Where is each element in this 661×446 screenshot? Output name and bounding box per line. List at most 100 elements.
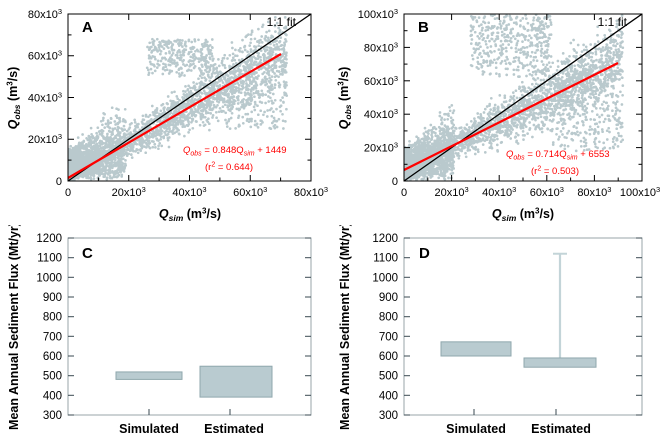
- xtick-b-5: 100x10: [620, 187, 656, 199]
- svg-text:80x103: 80x103: [294, 185, 328, 199]
- ytick-d-7: 1000: [372, 272, 398, 284]
- ytick-d-0: 300: [379, 410, 398, 422]
- panel-d: D 300 400 500 600 700 800 900 1000 1100 …: [331, 225, 661, 446]
- scatter-points-a: [68, 16, 289, 181]
- svg-text:60x103: 60x103: [28, 49, 62, 63]
- svg-text:0: 0: [392, 176, 398, 188]
- eq-a-mid: = 0.848Q: [202, 145, 244, 156]
- xtick-b-1: 20x10: [435, 187, 465, 199]
- svg-text:Qobs = 0.714Qsim + 6553: Qobs = 0.714Qsim + 6553: [506, 149, 610, 162]
- ytick-b-1: 20x10: [364, 143, 394, 155]
- ytick-b-3: 60x10: [364, 76, 394, 88]
- ytick-b-4: 80x10: [364, 42, 394, 54]
- svg-text:100x103: 100x103: [620, 185, 660, 199]
- plot-frame-d: [403, 237, 643, 416]
- panel-a: A 1:1 fit Qobs = 0.848Qsim + 1449 (r2 = …: [0, 0, 330, 225]
- ytick-labels-c: 300 400 500 600 700 800 900 1000 1100 12…: [36, 233, 62, 422]
- xtick-a-4-sup: 3: [324, 185, 328, 194]
- ytick-labels-a: 0 20x103 40x103 60x103 80x103: [28, 7, 62, 188]
- svg-text:0: 0: [401, 187, 407, 199]
- ytick-c-6: 900: [43, 292, 62, 304]
- xtick-b-4-sup: 3: [607, 185, 611, 194]
- one-to-one-line-b: [403, 13, 643, 182]
- ytick-d-5: 800: [379, 312, 398, 324]
- svg-text:40x103: 40x103: [482, 185, 516, 199]
- ticks-a: [67, 13, 312, 182]
- xtick-labels-b: 0 20x103 40x103 60x103 80x103 100x103: [401, 185, 660, 199]
- eq-b-r2-sup: 2: [537, 166, 541, 173]
- fit-label-a: 1:1 fit: [267, 15, 297, 29]
- cat-label-d-simulated: Simulated: [446, 422, 506, 436]
- panel-c: C 300 400 500 600 700 800 900 1000 1100 …: [0, 225, 330, 446]
- xtick-a-1-sup: 3: [142, 185, 146, 194]
- panel-c-chart: C 300 400 500 600 700 800 900 1000 1100 …: [7, 225, 312, 436]
- ytick-b-4-sup: 3: [394, 40, 398, 49]
- range-bar-estimated-d: [523, 357, 597, 368]
- svg-text:0: 0: [65, 187, 71, 199]
- ytick-d-6: 900: [379, 292, 398, 304]
- xtick-b-4: 80x10: [577, 187, 607, 199]
- yaxis-title-a: Qobs (m3/s): [6, 67, 23, 130]
- eq-a-r2-open: (r: [205, 162, 211, 173]
- ytick-d-9: 1200: [372, 233, 398, 245]
- yaxis-title-d: Mean Annual Sediment Flux (Mt/yr): [338, 225, 352, 430]
- ytick-a-3: 60x10: [28, 51, 58, 63]
- panel-d-chart: D 300 400 500 600 700 800 900 1000 1100 …: [338, 225, 643, 436]
- panel-b-chart: B 1:1 fit Qobs = 0.714Qsim + 6553 (r2 = …: [337, 7, 661, 223]
- ytick-c-5: 800: [43, 312, 62, 324]
- category-labels-c: Simulated Estimated: [119, 422, 264, 436]
- ytick-d-3: 600: [379, 351, 398, 363]
- range-bar-simulated-d: [440, 341, 512, 357]
- ytick-d-4: 700: [379, 331, 398, 343]
- plot-frame-c: [67, 237, 312, 416]
- panel-letter-b: B: [418, 19, 429, 36]
- scatter-points-b: [404, 14, 625, 181]
- eq-b-tail: + 6553: [578, 149, 610, 160]
- panel-letter-d: D: [419, 245, 430, 262]
- ytick-a-3-sup: 3: [58, 49, 62, 58]
- ytick-a-4: 80x10: [28, 9, 58, 21]
- xtick-a-1: 20x10: [112, 187, 142, 199]
- xtick-b-2-sup: 3: [512, 185, 516, 194]
- ytick-labels-d: 300 400 500 600 700 800 900 1000 1100 12…: [372, 233, 398, 422]
- xtick-b-3-sup: 3: [560, 185, 564, 194]
- ytick-a-1: 20x10: [28, 134, 58, 146]
- ytick-a-2-sup: 3: [58, 90, 62, 99]
- eq-a-r2-val: = 0.644): [215, 162, 253, 173]
- eq-b-lhs-sub: obs: [513, 155, 525, 162]
- yaxis-title-c: Mean Annual Sediment Flux (Mt/yr): [7, 225, 21, 430]
- svg-text:20x103: 20x103: [112, 185, 146, 199]
- range-bars-c: [115, 365, 273, 398]
- xtick-b-2: 40x10: [482, 187, 512, 199]
- regression-line-b: [403, 62, 619, 171]
- eq-a-mid-sub: sim: [244, 151, 255, 158]
- eq-a-r2-sup: 2: [211, 162, 215, 169]
- equation-a: Qobs = 0.848Qsim + 1449 (r2 = 0.644): [183, 145, 287, 173]
- svg-text:40x103: 40x103: [28, 90, 62, 104]
- svg-text:60x103: 60x103: [364, 74, 398, 88]
- yaxis-title-b: Qobs (m3/s): [337, 67, 354, 130]
- cat-label-d-estimated: Estimated: [531, 422, 591, 436]
- ytick-d-1: 400: [379, 390, 398, 402]
- ytick-a-4-sup: 3: [58, 7, 62, 16]
- svg-text:20x103: 20x103: [364, 141, 398, 155]
- ytick-a-2: 40x10: [28, 92, 58, 104]
- ticks-d: [404, 237, 642, 416]
- xtick-a-2-sup: 3: [202, 185, 206, 194]
- eq-b-r2-open: (r: [531, 166, 537, 177]
- svg-text:(r2 = 0.503): (r2 = 0.503): [531, 166, 579, 178]
- cat-label-c-simulated: Simulated: [119, 422, 179, 436]
- svg-text:20x103: 20x103: [435, 185, 469, 199]
- svg-text:0: 0: [56, 176, 62, 188]
- ytick-d-2: 500: [379, 371, 398, 383]
- eq-a-lhs-sub: obs: [190, 151, 202, 158]
- eq-b-r2-val: = 0.503): [541, 166, 579, 177]
- svg-text:40x103: 40x103: [364, 107, 398, 121]
- svg-text:60x103: 60x103: [530, 185, 564, 199]
- xtick-a-2: 40x10: [172, 187, 202, 199]
- ytick-a-1-sup: 3: [58, 132, 62, 141]
- svg-text:80x103: 80x103: [364, 40, 398, 54]
- ytick-c-0: 300: [43, 410, 62, 422]
- panel-letter-c: C: [82, 245, 93, 262]
- range-bars-d: [440, 341, 597, 368]
